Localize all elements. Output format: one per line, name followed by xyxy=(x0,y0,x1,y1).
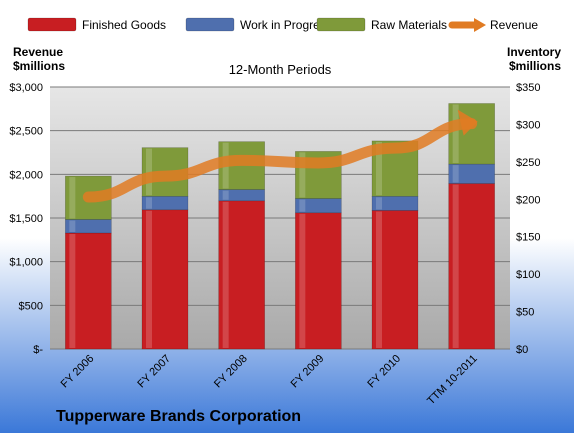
bar-highlight xyxy=(452,184,459,348)
left-tick-label: $1,500 xyxy=(9,213,43,225)
bar-highlight xyxy=(146,148,152,196)
right-tick-label: $0 xyxy=(516,344,528,356)
revenue-line xyxy=(82,118,478,203)
bar-highlight xyxy=(69,177,76,219)
right-tick-label: $250 xyxy=(516,157,540,169)
legend-label: Revenue xyxy=(490,18,538,32)
right-tick-label: $100 xyxy=(516,269,540,281)
left-tick-label: $2,500 xyxy=(9,126,43,138)
left-tick-label: $2,000 xyxy=(9,169,43,181)
bar-highlight xyxy=(376,211,382,348)
left-axis-label-line1: Revenue xyxy=(13,45,63,59)
bar-highlight xyxy=(376,141,382,196)
right-tick-label: $50 xyxy=(516,307,534,319)
bar-highlight xyxy=(299,152,306,198)
bar-highlight xyxy=(146,197,152,209)
left-axis-ticks: $- $500 $1,000 $1,500 $2,000 $2,500 $3,000 xyxy=(9,82,43,356)
bar-segment-raw-materials xyxy=(448,103,495,165)
company-name: Tupperware Brands Corporation xyxy=(56,408,301,425)
bar-highlight xyxy=(376,197,382,210)
bar-highlight xyxy=(69,233,76,348)
right-axis-label-line1: Inventory xyxy=(507,45,561,59)
legend-label: Work in Progress xyxy=(240,18,332,32)
bar-highlight xyxy=(222,190,229,200)
bar-segment-finished-goods xyxy=(448,183,495,350)
bar-highlight xyxy=(452,104,459,164)
bar-segment-finished-goods xyxy=(65,232,112,350)
right-tick-label: $350 xyxy=(516,82,540,94)
legend-swatch xyxy=(185,17,235,32)
bar-highlight xyxy=(222,201,229,348)
left-tick-label: $3,000 xyxy=(9,82,43,94)
right-tick-label: $150 xyxy=(516,232,540,244)
revenue-arrowhead xyxy=(457,109,478,136)
bar-segment-finished-goods xyxy=(371,210,419,350)
right-tick-label: $300 xyxy=(516,119,540,131)
bar-highlight xyxy=(299,213,306,348)
bar-highlight xyxy=(146,210,152,348)
legend: Finished Goods Work in Progress Raw Materi… xyxy=(27,17,538,32)
legend-swatch xyxy=(316,17,366,32)
bar-series xyxy=(65,103,495,350)
left-axis-label-line2: $millions xyxy=(13,59,65,73)
right-tick-label: $200 xyxy=(516,194,540,206)
chart-subtitle: 12-Month Periods xyxy=(229,62,332,77)
bar-segment-finished-goods xyxy=(141,209,189,350)
bar-highlight xyxy=(452,165,459,183)
left-tick-label: $1,000 xyxy=(9,257,43,269)
right-axis-label-line2: $millions xyxy=(509,59,561,73)
revenue-series xyxy=(82,109,478,203)
left-tick-label: $500 xyxy=(19,300,43,312)
right-axis-ticks: $0 $50 $100 $150 $200 $250 $300 $350 xyxy=(516,82,540,356)
left-tick-label: $- xyxy=(33,344,43,356)
legend-label: Finished Goods xyxy=(82,18,166,32)
legend-label: Raw Materials xyxy=(371,18,447,32)
bar-highlight xyxy=(299,199,306,212)
bar-highlight xyxy=(69,220,76,232)
legend-arrow xyxy=(474,18,486,32)
legend-swatch xyxy=(27,17,77,32)
